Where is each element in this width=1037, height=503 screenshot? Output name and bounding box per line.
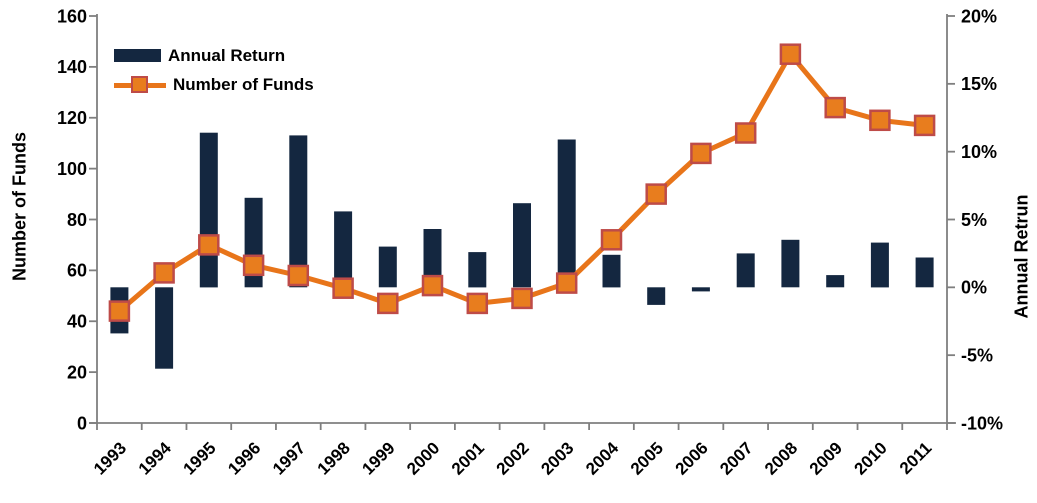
- x-axis-category-label: 2000: [403, 438, 443, 478]
- x-axis-category-label: 2008: [761, 438, 801, 478]
- annual-return-bar: [826, 275, 845, 288]
- annual-return-bar: [736, 253, 755, 288]
- x-axis-category-label: 2003: [537, 438, 577, 478]
- left-axis-tick-label: 100: [57, 159, 87, 179]
- annual-return-bar: [423, 229, 442, 288]
- number-of-funds-marker: [153, 262, 175, 284]
- x-axis-category-label: 1993: [90, 438, 130, 478]
- annual-return-bar: [647, 287, 666, 305]
- left-axis-tick-label: 140: [57, 57, 87, 77]
- right-axis-tick-label: 10%: [961, 142, 997, 162]
- annual-return-bar: [915, 257, 934, 288]
- annual-return-bar: [289, 135, 308, 288]
- annual-return-bar: [557, 139, 576, 288]
- number-of-funds-marker: [734, 122, 757, 144]
- number-of-funds-marker: [600, 229, 623, 251]
- number-of-funds-marker: [332, 277, 354, 299]
- legend-label-number-of-funds: Number of Funds: [173, 74, 314, 94]
- left-axis-tick-label: 80: [67, 210, 87, 230]
- legend-item-number-of-funds: Number of Funds: [114, 71, 314, 98]
- right-axis-tick-label: -10%: [961, 413, 1003, 433]
- number-of-funds-marker: [377, 292, 399, 315]
- number-of-funds-marker: [287, 264, 310, 287]
- annual-return-bar: [334, 211, 353, 288]
- right-axis-tick-label: -5%: [961, 345, 993, 365]
- x-axis-category-label: 1995: [179, 438, 219, 478]
- annual-return-bar: [870, 242, 889, 288]
- annual-return-bar: [199, 132, 218, 288]
- number-of-funds-marker: [242, 254, 265, 277]
- number-of-funds-marker: [421, 274, 444, 297]
- annual-return-bar: [513, 203, 531, 288]
- number-of-funds-marker: [466, 292, 489, 315]
- x-axis-category-label: 2011: [896, 438, 936, 478]
- left-axis-tick-label: 160: [57, 6, 87, 26]
- left-axis-tick-label: 60: [67, 261, 87, 281]
- legend: Annual Return Number of Funds: [114, 42, 314, 98]
- number-of-funds-marker: [913, 114, 936, 137]
- right-axis-tick-label: 15%: [961, 74, 997, 94]
- left-axis-title: Number of Funds: [9, 132, 30, 281]
- number-of-funds-marker: [555, 272, 578, 294]
- annual-return-bar: [781, 239, 800, 288]
- bar-swatch-icon: [114, 49, 161, 62]
- number-of-funds-marker: [511, 287, 533, 310]
- annual-return-bar: [378, 246, 397, 288]
- legend-label-annual-return: Annual Return: [168, 45, 286, 65]
- number-of-funds-marker: [690, 142, 712, 165]
- x-axis-category-label: 2009: [806, 438, 846, 478]
- right-axis-tick-label: 0%: [961, 278, 987, 298]
- x-axis-category-label: 2002: [493, 438, 533, 478]
- line-marker-swatch-icon: [114, 75, 166, 94]
- annual-return-bar: [691, 287, 710, 292]
- number-of-funds-marker: [824, 96, 846, 119]
- right-axis-title: Annual Retrun: [1011, 194, 1032, 319]
- legend-item-annual-return: Annual Return: [114, 42, 314, 69]
- left-axis-tick-label: 20: [67, 362, 87, 382]
- x-axis-category-label: 1997: [269, 438, 309, 478]
- number-of-funds-marker: [198, 234, 220, 256]
- annual-return-bar: [468, 252, 487, 288]
- left-axis-tick-label: 0: [77, 413, 87, 433]
- x-axis-category-label: 1998: [314, 438, 354, 478]
- x-axis-category-label: 2005: [627, 438, 667, 478]
- annual-return-bar: [602, 254, 621, 288]
- number-of-funds-marker: [108, 300, 131, 322]
- x-axis-category-label: 1994: [135, 438, 176, 479]
- number-of-funds-marker: [869, 109, 891, 132]
- x-axis-category-label: 1996: [224, 438, 264, 478]
- x-axis-category-label: 2006: [672, 438, 712, 478]
- left-axis-tick-label: 40: [67, 312, 87, 332]
- right-axis-tick-label: 20%: [961, 6, 997, 26]
- x-axis-category-label: 2007: [716, 438, 756, 478]
- number-of-funds-marker: [779, 43, 802, 65]
- x-axis-category-label: 2010: [851, 438, 891, 478]
- x-axis-category-label: 2004: [582, 438, 623, 479]
- x-axis-category-label: 2001: [448, 438, 488, 478]
- left-axis-tick-label: 120: [57, 108, 87, 128]
- annual-return-bar: [155, 287, 174, 369]
- right-axis-tick-label: 5%: [961, 210, 987, 230]
- number-of-funds-marker: [645, 183, 667, 205]
- x-axis-category-label: 1999: [358, 438, 398, 478]
